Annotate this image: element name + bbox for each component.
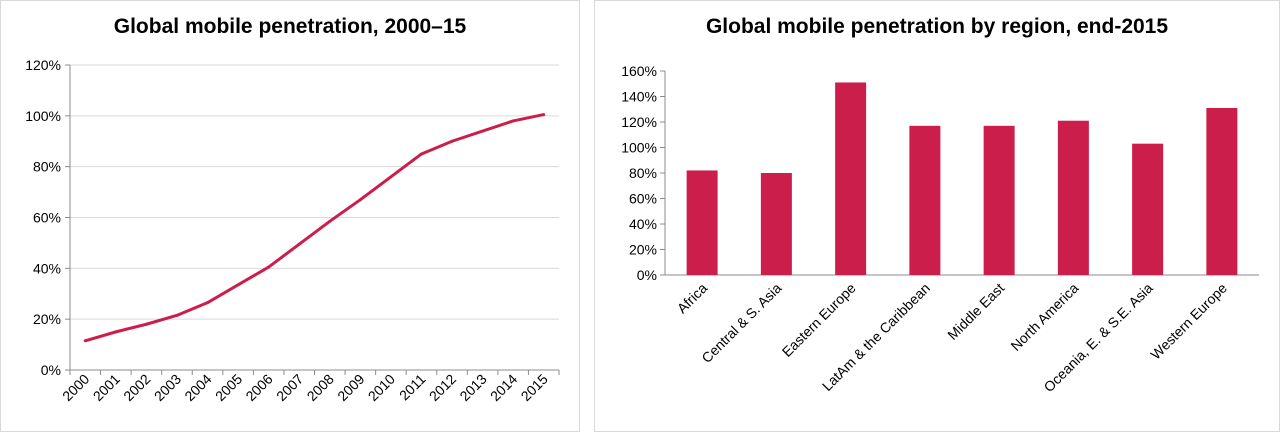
- x-tick-label: Africa: [674, 280, 711, 317]
- y-tick-label: 0%: [637, 267, 657, 283]
- data-point: [83, 339, 87, 343]
- y-tick-label: 40%: [629, 216, 657, 232]
- y-tick-label: 140%: [621, 89, 657, 105]
- x-tick-label: 2012: [426, 371, 459, 404]
- y-tick-label: 120%: [25, 57, 61, 73]
- y-tick-label: 100%: [621, 140, 657, 156]
- data-point: [419, 152, 423, 156]
- y-tick-label: 120%: [621, 114, 657, 130]
- bar: [909, 125, 941, 275]
- x-tick-label: 2009: [334, 371, 367, 404]
- line-chart-panel: Global mobile penetration, 2000–15 0% 20%…: [0, 0, 580, 432]
- y-tick-label: 60%: [629, 191, 657, 207]
- x-tick-label: 2007: [273, 371, 306, 404]
- data-point: [358, 198, 362, 202]
- y-tick-label: 160%: [621, 63, 657, 79]
- bar: [835, 82, 867, 275]
- y-tick-label: 60%: [33, 210, 61, 226]
- bar: [1132, 143, 1164, 275]
- x-tick-label: 2004: [181, 371, 214, 404]
- data-point: [297, 242, 301, 246]
- y-tick-label: 0%: [41, 362, 61, 378]
- data-point: [542, 113, 546, 117]
- x-tick-label: Central & S. Asia: [698, 280, 784, 366]
- x-tick-label: 2000: [59, 371, 92, 404]
- data-point: [328, 219, 332, 223]
- x-tick-label: Western Europe: [1147, 280, 1230, 363]
- y-tick-label: 80%: [629, 165, 657, 181]
- data-point: [511, 119, 515, 123]
- x-tick-label: 2011: [396, 371, 429, 404]
- x-tick-label: North America: [1007, 280, 1081, 354]
- y-tick-label: 80%: [33, 159, 61, 175]
- bar: [686, 170, 718, 275]
- data-point: [144, 322, 148, 326]
- data-point: [389, 175, 393, 179]
- x-tick-label: Eastern Europe: [779, 280, 859, 360]
- y-tick-label: 100%: [25, 108, 61, 124]
- x-tick-label: 2013: [456, 371, 489, 404]
- x-tick-label: 2005: [212, 371, 245, 404]
- line-chart-title: Global mobile penetration, 2000–15: [113, 15, 467, 38]
- x-tick-label: 2003: [151, 371, 184, 404]
- x-tick-label: 2008: [304, 371, 337, 404]
- line-chart: 0%20%40%60%80%100%120%200020012002200320…: [25, 57, 560, 404]
- x-tick-label: 2002: [120, 371, 153, 404]
- x-tick-label: 2014: [487, 371, 520, 404]
- bar: [983, 125, 1015, 275]
- x-tick-label: 2010: [365, 371, 398, 404]
- y-tick-label: 40%: [33, 260, 61, 276]
- y-tick-label: 20%: [629, 242, 657, 258]
- x-tick-label: Middle East: [944, 280, 1007, 343]
- bar: [1057, 120, 1089, 275]
- x-tick-label: 2006: [242, 371, 275, 404]
- bar-chart-title: Global mobile penetration by region, end…: [705, 15, 1169, 38]
- data-point: [481, 129, 485, 133]
- data-point: [236, 283, 240, 287]
- bar: [760, 173, 792, 275]
- bar-chart-panel: Global mobile penetration by region, end…: [594, 0, 1280, 432]
- data-point: [175, 313, 179, 317]
- y-tick-label: 20%: [33, 311, 61, 327]
- data-point: [450, 139, 454, 143]
- data-point: [114, 330, 118, 334]
- x-tick-label: 2001: [90, 371, 123, 404]
- series-line: [84, 113, 545, 343]
- bar: [1206, 107, 1238, 275]
- x-tick-label: 2015: [517, 371, 550, 404]
- data-point: [267, 265, 271, 269]
- data-point: [206, 301, 210, 305]
- bar-chart: 0% 20% 40% 60% 80% 100% 120% 140% 160% AfricaCent…: [621, 63, 1259, 395]
